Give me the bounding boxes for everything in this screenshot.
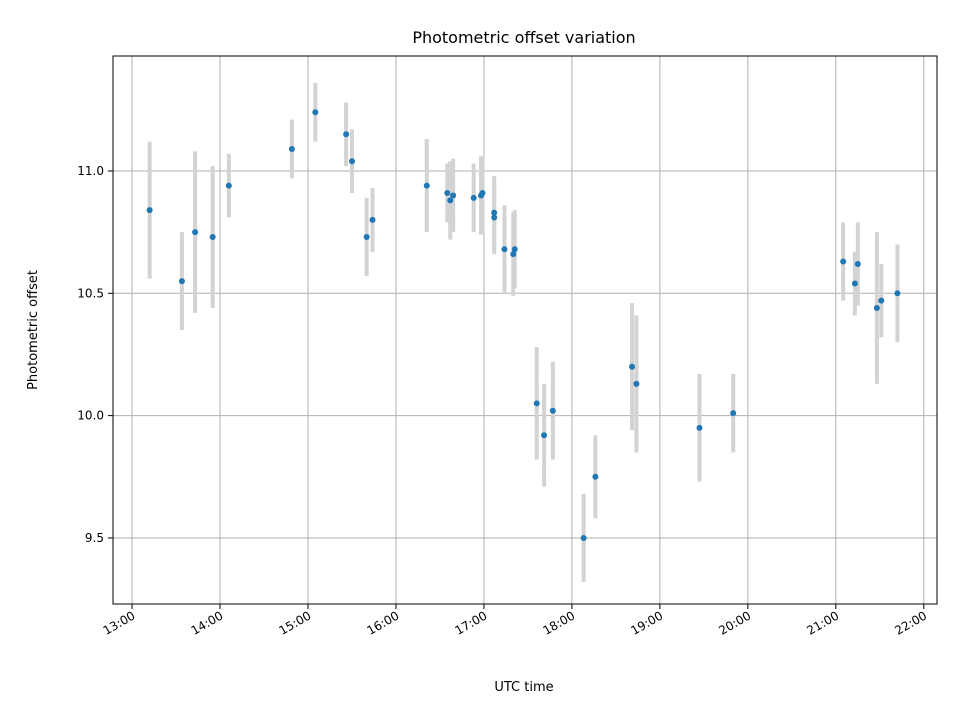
y-tick-label: 9.5 [85,531,104,545]
data-point [633,380,640,387]
data-point [491,209,498,216]
data-point [510,251,517,258]
data-point [479,190,486,196]
data-point [592,473,599,480]
y-tick-label: 10.0 [77,409,104,423]
data-point [343,131,350,138]
data-point [873,304,880,311]
data-point [851,280,858,287]
data-points [146,109,901,541]
y-tick-label: 11.0 [77,164,104,178]
data-point [192,229,199,236]
data-point [363,234,370,241]
data-point [470,194,477,201]
y-tick-label: 10.5 [77,286,104,300]
data-point [511,246,518,253]
data-point [423,182,430,189]
grid-lines [113,56,937,604]
data-point [541,432,548,439]
data-point [878,297,885,304]
data-point [178,278,185,285]
data-point [146,207,153,214]
data-point [312,109,319,116]
data-point [730,410,737,417]
data-point [225,182,232,189]
data-point [444,190,451,196]
data-point [288,145,295,152]
y-axis-ticks: 9.5 10.0 10.5 11.0 [77,164,113,545]
data-point [209,234,216,241]
data-point [369,216,376,223]
data-point [348,158,355,165]
data-point [696,424,703,431]
data-point [549,407,556,414]
x-axis-label: UTC time [494,680,553,695]
data-point [447,197,454,204]
chart-title: Photometric offset variation [412,28,635,47]
plot-frame [112,55,938,605]
data-point [894,290,901,297]
data-point [450,192,457,199]
data-point [854,260,861,267]
data-point [533,400,540,407]
data-point [580,534,587,541]
data-point [629,363,636,370]
data-point [840,258,847,265]
data-point [501,246,508,253]
data-point [491,214,498,221]
y-axis-label: Photometric offset [26,270,41,390]
